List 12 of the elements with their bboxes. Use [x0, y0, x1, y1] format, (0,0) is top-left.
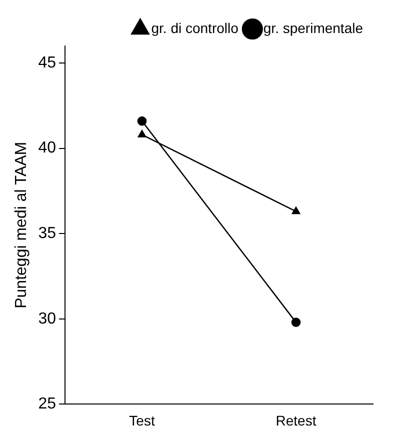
legend-label: gr. sperimentale [263, 20, 364, 36]
point [291, 318, 301, 327]
x-tick-label: Test [129, 412, 155, 428]
y-tick-label: 35 [38, 225, 56, 242]
x-tick-label: Retest [276, 412, 316, 428]
y-axis-title: Punteggi medi al TAAM [13, 142, 30, 308]
point [137, 116, 147, 126]
y-tick-label: 40 [38, 140, 56, 157]
y-tick-label: 45 [38, 54, 56, 72]
y-tick-label: 30 [38, 310, 56, 328]
legend-label: gr. di controllo [151, 20, 239, 36]
y-tick-label: 25 [38, 396, 56, 413]
